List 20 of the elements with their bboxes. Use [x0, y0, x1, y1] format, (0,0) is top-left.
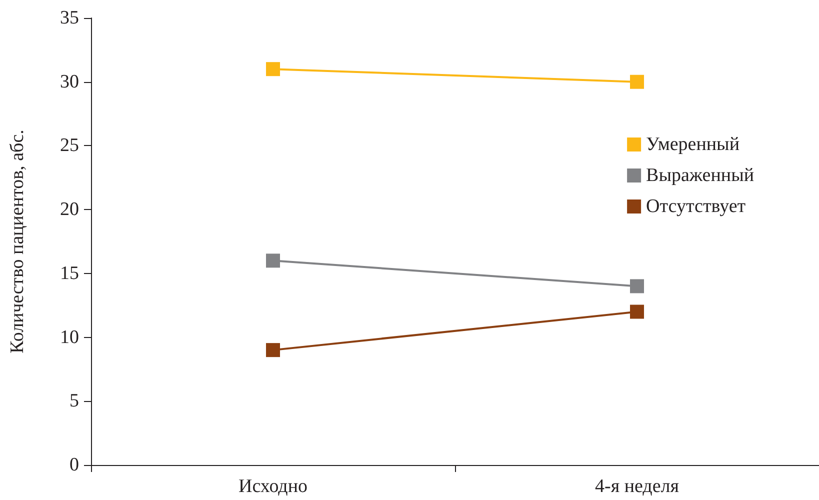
y-tick-label: 35 [60, 8, 79, 28]
y-tick-label: 30 [60, 71, 79, 92]
y-tick-label: 0 [70, 454, 79, 476]
legend-label: Умеренный [646, 134, 740, 155]
point [630, 74, 644, 89]
y-tick-label: 5 [70, 390, 79, 412]
point [266, 62, 280, 76]
point [630, 304, 644, 319]
point [266, 254, 280, 268]
point [266, 343, 280, 358]
y-tick-label: 20 [60, 199, 79, 220]
x-tick-label: Исходно [238, 476, 308, 497]
point [630, 279, 644, 294]
y-tick-label: 25 [60, 135, 79, 156]
y-tick-label: 15 [60, 262, 79, 284]
y-axis-title: Количество пациентов, абс. [7, 130, 28, 354]
y-tick-label: 10 [60, 326, 79, 348]
legend-label: Отсутствует [646, 196, 746, 217]
legend-label: Выраженный [646, 165, 754, 186]
x-tick-label: 4-я неделя [595, 476, 680, 497]
